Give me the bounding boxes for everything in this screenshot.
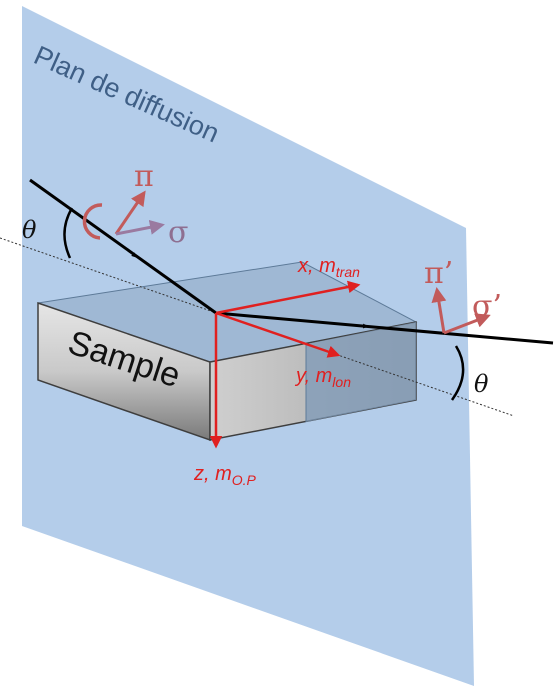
axis-x-label: x, mtran xyxy=(297,255,360,280)
incident-sigma-label: σ xyxy=(168,215,188,250)
axis-y-label: y, mlon xyxy=(294,365,351,390)
incident-angle-arc xyxy=(63,207,74,259)
incident-beam xyxy=(29,178,217,315)
circular-polarization-icon xyxy=(82,203,103,240)
axis-y-arrow xyxy=(215,311,341,358)
incident-pi-label: π xyxy=(134,159,154,194)
incident-pi-vector xyxy=(114,190,146,235)
scattered-pi-vector xyxy=(431,287,447,334)
incident-sigma-vector xyxy=(115,219,165,236)
scattered-beam xyxy=(215,311,554,345)
scattered-sigma-vector xyxy=(443,313,491,335)
scattered-pi-label: π’ xyxy=(424,256,453,291)
incident-angle-label: θ xyxy=(22,216,37,244)
scattered-angle-arc xyxy=(450,345,465,401)
scattered-angle-label: θ xyxy=(474,370,489,398)
axis-x-arrow xyxy=(215,280,361,315)
scattered-sigma-label: σ’ xyxy=(472,289,502,324)
baseline-dashed xyxy=(0,237,515,417)
axis-z-label: z, mO.P xyxy=(193,463,257,488)
